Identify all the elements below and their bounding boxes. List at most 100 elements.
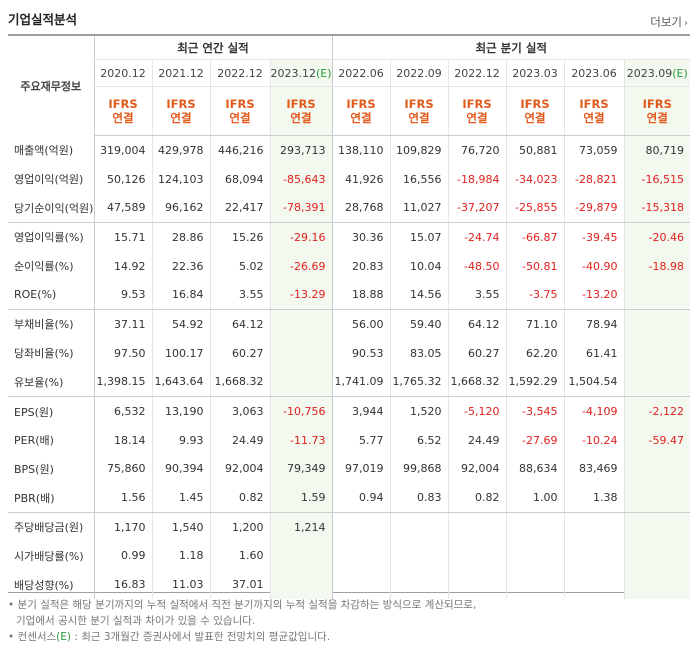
table-cell: -34,023 — [505, 164, 564, 194]
consolidated-label: 연결 — [646, 111, 668, 125]
footnote-1-cont: 기업에서 공시한 분기 실적과 차이가 있을 수 있습니다. — [16, 615, 256, 627]
row-label: 매출액(억원) — [8, 135, 95, 165]
period-label: 2023.03 — [512, 66, 558, 80]
table-cell — [505, 541, 564, 571]
table-cell: 5.77 — [359, 433, 384, 447]
table-cell: 5.02 — [209, 251, 270, 281]
table-cell — [623, 454, 690, 484]
table-cell: 429,978 — [151, 135, 210, 165]
table-cell: -20.46 — [623, 222, 690, 252]
section-title: 기업실적분석 — [8, 12, 78, 27]
table-cell: 16.84 — [151, 280, 210, 311]
table-cell: -24.74 — [447, 222, 506, 252]
table-cell: 11,027 — [389, 193, 448, 224]
ifrs-badge: IFRS 연결 — [209, 86, 270, 136]
consolidated-label: 연결 — [583, 111, 605, 125]
row-label: BPS(원) — [8, 454, 95, 484]
table-cell: 14.56 — [389, 280, 448, 311]
table-cell: 16,556 — [389, 164, 448, 194]
row-label: ROE(%) — [8, 280, 95, 311]
table-cell: -27.69 — [505, 425, 564, 455]
period-header: 2021.12 — [151, 59, 210, 87]
table-cell — [447, 541, 506, 571]
table-cell: 37.11 — [114, 317, 146, 331]
consolidated-label: 연결 — [408, 111, 430, 125]
table-cell: 1.38 — [563, 483, 624, 513]
table-cell: 22.36 — [151, 251, 210, 281]
table-row: 당기순이익(억원) 47,589 96,162 22,417 -78,391 28,768… — [8, 193, 690, 224]
ifrs-badge: IFRS 연결 — [447, 86, 506, 136]
footnote-1: • 분기 실적은 해당 분기까지의 누적 실적에서 직전 분기까지의 누적 실적… — [8, 599, 477, 611]
table-cell: 1.45 — [151, 483, 210, 513]
ifrs-label: IFRS — [404, 97, 434, 111]
table-cell: 1,592.29 — [505, 367, 564, 398]
table-cell — [505, 512, 564, 542]
ifrs-badge: IFRS 연결 — [151, 86, 210, 136]
table-cell: 92,004 — [447, 454, 506, 484]
table-cell: -66.87 — [505, 222, 564, 252]
table-cell: 1,200 — [209, 512, 270, 542]
table-cell — [389, 541, 448, 571]
table-row: 주당배당금(원) 1,170 1,540 1,200 1,214 — [8, 512, 690, 542]
ifrs-label: IFRS — [520, 97, 550, 111]
table-cell: 80,719 — [623, 135, 690, 165]
table-cell: -28,821 — [563, 164, 624, 194]
table-cell: 18.14 — [114, 433, 146, 447]
table-row: EPS(원) 6,532 13,190 3,063 -10,756 3,944 1,520-… — [8, 396, 690, 426]
table-cell: 9.93 — [151, 425, 210, 455]
table-cell: 100.17 — [151, 338, 210, 368]
table-cell: -40.90 — [563, 251, 624, 281]
period-label: 2022.12 — [217, 66, 263, 80]
ifrs-badge: IFRS 연결 — [269, 86, 333, 136]
table-cell: 83,469 — [563, 454, 624, 484]
period-header: 2022.12 — [209, 59, 270, 87]
table-cell: -4,109 — [563, 396, 624, 426]
ifrs-label: IFRS — [108, 97, 138, 111]
table-cell: 54.92 — [151, 309, 210, 339]
row-label: 시가배당률(%) — [8, 541, 95, 571]
consolidated-label: 연결 — [350, 111, 372, 125]
table-row: 영업이익률(%) 15.71 28.86 15.26 -29.16 30.36 15.07-… — [8, 222, 690, 252]
table-cell: 62.20 — [505, 338, 564, 368]
table-cell: 3,063 — [209, 396, 270, 426]
table-cell: 47,589 — [94, 193, 152, 224]
table-cell — [389, 570, 448, 599]
table-cell: 15.07 — [389, 222, 448, 252]
more-link[interactable]: 더보기 › — [650, 14, 688, 30]
table-cell: -18,984 — [447, 164, 506, 194]
table-cell: 90.53 — [352, 346, 384, 360]
table-cell: -16,515 — [623, 164, 690, 194]
quarter-header: 최근 분기 실적 — [332, 36, 690, 60]
consolidated-label: 연결 — [229, 111, 251, 125]
table-cell: 97,019 — [345, 462, 384, 476]
table-cell: 24.49 — [209, 425, 270, 455]
table-cell: -13.20 — [563, 280, 624, 311]
period-header: 2023.12(E) — [269, 59, 333, 87]
table-cell: 30.36 — [352, 230, 384, 244]
table-cell — [269, 309, 333, 339]
table-cell: 1,504.54 — [563, 367, 624, 398]
table-cell: 64.12 — [209, 309, 270, 339]
table-cell: 76,720 — [447, 135, 506, 165]
table-cell: -5,120 — [447, 396, 506, 426]
table-cell: 73,059 — [563, 135, 624, 165]
ifrs-label: IFRS — [225, 97, 255, 111]
ifrs-badge: IFRS 연결 — [94, 86, 152, 136]
table-cell: -25,855 — [505, 193, 564, 224]
table-cell: 1.56 — [94, 483, 152, 513]
table-cell: 18.88 — [332, 280, 390, 311]
table-cell: 124,103 — [151, 164, 210, 194]
row-label: 배당성향(%) — [8, 570, 95, 599]
table-cell: 293,713 — [269, 135, 333, 165]
table-cell — [447, 570, 506, 599]
table-cell: 16.83 — [114, 578, 146, 592]
table-cell — [623, 309, 690, 339]
table-cell: -2,122 — [623, 396, 690, 426]
table-row: 영업이익(억원) 50,126 124,103 68,094 -85,643 41,926… — [8, 164, 690, 194]
consolidated-label: 연결 — [466, 111, 488, 125]
table-cell — [332, 512, 390, 541]
ifrs-badge: IFRS 연결 — [505, 86, 564, 136]
more-link-label[interactable]: 더보기 — [650, 15, 682, 29]
table-cell: 1,668.32 — [209, 367, 270, 398]
table-cell — [623, 512, 690, 542]
